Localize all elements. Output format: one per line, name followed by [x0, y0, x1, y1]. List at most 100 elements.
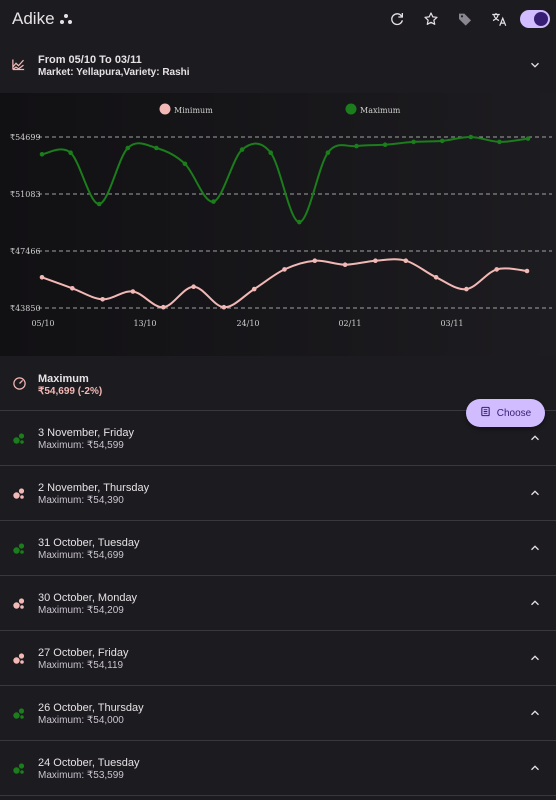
- maximum-series-point: [239, 147, 245, 152]
- list-item-subtitle: Maximum: ₹53,599: [38, 770, 124, 781]
- chevron-up-icon[interactable]: [528, 486, 542, 505]
- summary-value: ₹54,699 (-2%): [38, 386, 103, 397]
- legend-maximum-swatch: [345, 103, 357, 115]
- dots-icon: [12, 541, 26, 555]
- list-item[interactable]: 3 November, Friday Maximum: ₹54,599: [0, 411, 556, 466]
- maximum-series-point: [268, 150, 274, 155]
- minimum-series-point: [524, 268, 530, 274]
- maximum-series-point: [211, 199, 216, 204]
- list-item[interactable]: 26 October, Thursday Maximum: ₹54,000: [0, 686, 556, 741]
- minimum-series-point: [464, 286, 469, 292]
- maximum-series-point: [382, 142, 388, 147]
- line-chart-icon: [11, 57, 26, 77]
- chevron-up-icon[interactable]: [528, 431, 542, 450]
- minimum-series-point: [494, 267, 500, 272]
- list-item[interactable]: 24 October, Tuesday Maximum: ₹53,599: [0, 741, 556, 796]
- minimum-series-point: [433, 275, 439, 280]
- app-logo-icon: [59, 14, 74, 26]
- minimum-series-point: [191, 284, 196, 289]
- minimum-series-point: [403, 258, 409, 263]
- maximum-series-point: [125, 145, 131, 151]
- maximum-series-point: [96, 201, 102, 207]
- list-item-subtitle: Maximum: ₹54,000: [38, 715, 124, 726]
- maximum-series-point: [325, 150, 331, 155]
- dots-icon: [12, 431, 26, 445]
- theme-toggle[interactable]: [520, 10, 550, 28]
- dots-icon: [12, 486, 26, 500]
- list-icon: [480, 406, 491, 420]
- list-item[interactable]: 30 October, Monday Maximum: ₹54,209: [0, 576, 556, 631]
- dots-icon: [12, 651, 26, 665]
- x-tick-label: 02/11: [338, 319, 361, 328]
- maximum-series-point: [411, 139, 416, 145]
- chart-market-variety: Market: Yellapura,Variety: Rashi: [38, 67, 190, 78]
- chart-date-range: From 05/10 To 03/11: [38, 54, 142, 66]
- chevron-up-icon[interactable]: [528, 541, 542, 560]
- maximum-series-point: [497, 139, 502, 145]
- minimum-series-point: [221, 304, 227, 310]
- chart-background: [0, 93, 556, 356]
- chevron-down-icon[interactable]: [528, 58, 542, 77]
- maximum-series-point: [297, 219, 302, 225]
- list-item-title: 27 October, Friday: [38, 647, 129, 659]
- list-item[interactable]: 2 November, Thursday Maximum: ₹54,390: [0, 466, 556, 521]
- chevron-up-icon[interactable]: [528, 706, 542, 725]
- star-icon[interactable]: [414, 2, 448, 36]
- maximum-series-point: [39, 152, 45, 157]
- list-item-title: 26 October, Thursday: [38, 702, 144, 714]
- list-item[interactable]: 31 October, Tuesday Maximum: ₹54,699: [0, 521, 556, 576]
- app-title: Adike: [12, 9, 55, 28]
- x-tick-label: 24/10: [236, 319, 259, 328]
- dots-icon: [12, 596, 26, 610]
- list-item-title: 31 October, Tuesday: [38, 537, 140, 549]
- minimum-series-point: [342, 262, 348, 267]
- chevron-up-icon[interactable]: [528, 761, 542, 780]
- x-tick-label: 05/10: [31, 319, 54, 328]
- gauge-icon: [12, 376, 27, 396]
- chart-card-header[interactable]: From 05/10 To 03/11 Market: Yellapura,Va…: [0, 38, 556, 93]
- list-item-title: 24 October, Tuesday: [38, 757, 140, 769]
- legend-maximum-label: Maximum: [360, 106, 401, 115]
- list-item-title: 3 November, Friday: [38, 427, 134, 439]
- choose-button-label: Choose: [496, 407, 532, 419]
- maximum-series-point: [439, 138, 445, 144]
- tag-icon[interactable]: [448, 2, 482, 36]
- maximum-series-point: [154, 145, 159, 151]
- translate-icon[interactable]: [482, 2, 516, 36]
- choose-button[interactable]: Choose: [466, 399, 545, 427]
- summary-row: Maximum ₹54,699 (-2%): [0, 356, 556, 411]
- y-tick-label: ₹43850: [10, 304, 41, 313]
- maximum-series-point: [525, 136, 531, 141]
- list-item-subtitle: Maximum: ₹54,119: [38, 660, 124, 671]
- minimum-series-point: [161, 304, 166, 310]
- refresh-icon[interactable]: [380, 2, 414, 36]
- list-item-title: 30 October, Monday: [38, 592, 138, 604]
- maximum-series-point: [354, 143, 359, 149]
- y-tick-label: ₹51083: [10, 190, 41, 199]
- minimum-series-point: [70, 286, 75, 291]
- minimum-series-point: [373, 258, 378, 263]
- y-tick-label: ₹54699: [10, 133, 41, 142]
- dots-icon: [12, 706, 26, 720]
- price-chart: Minimum Maximum ₹54699 ₹51083 ₹47466 ₹43850 05…: [0, 93, 556, 356]
- list-item-subtitle: Maximum: ₹54,390: [38, 495, 124, 506]
- dots-icon: [12, 761, 26, 775]
- chevron-up-icon[interactable]: [528, 596, 542, 615]
- minimum-series-point: [312, 258, 318, 263]
- minimum-series-point: [39, 275, 45, 280]
- list-item[interactable]: 27 October, Friday Maximum: ₹54,119: [0, 631, 556, 686]
- minimum-series-point: [251, 286, 257, 292]
- theme-toggle-knob: [534, 12, 548, 26]
- y-tick-label: ₹47466: [10, 247, 41, 256]
- legend-minimum-swatch: [159, 103, 171, 115]
- minimum-series-point: [282, 267, 287, 272]
- chevron-up-icon[interactable]: [528, 651, 542, 670]
- chart-card: From 05/10 To 03/11 Market: Yellapura,Va…: [0, 38, 556, 356]
- list-item-subtitle: Maximum: ₹54,699: [38, 550, 124, 561]
- list-item-subtitle: Maximum: ₹54,599: [38, 440, 124, 451]
- legend-minimum-label: Minimum: [174, 106, 213, 115]
- minimum-series-point: [130, 289, 136, 294]
- list-item-title: 2 November, Thursday: [38, 482, 150, 494]
- summary-title: Maximum: [38, 373, 89, 385]
- x-tick-label: 13/10: [133, 319, 156, 328]
